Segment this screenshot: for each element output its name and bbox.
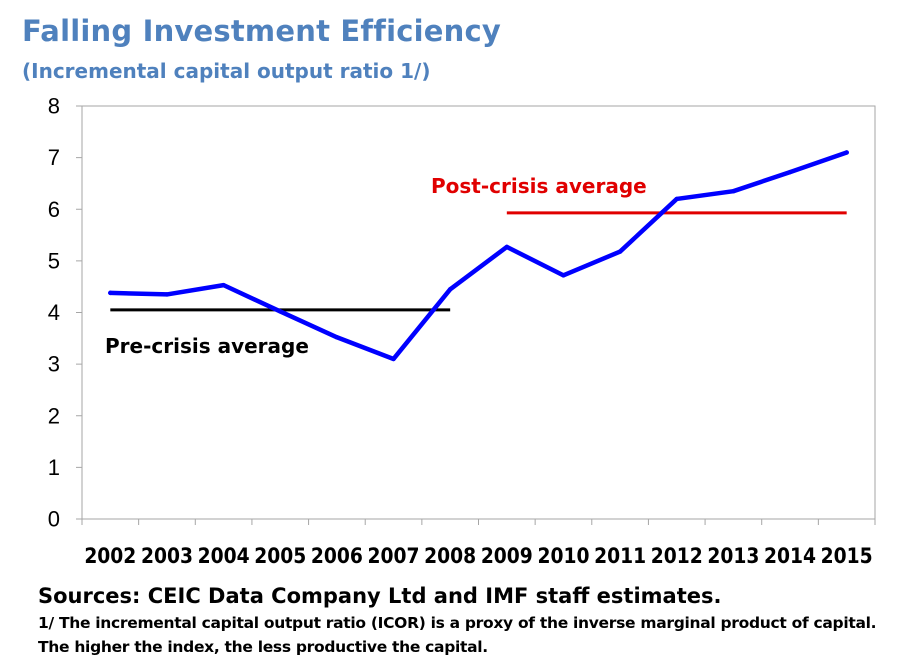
- footnote-line-2: The higher the index, the less productiv…: [38, 638, 488, 656]
- x-tick-label-2005: 2005: [254, 544, 306, 568]
- data-point-2014: [787, 169, 793, 175]
- x-tick-label-2009: 2009: [481, 544, 533, 568]
- chart-subtitle: (Incremental capital output ratio 1/): [22, 59, 431, 83]
- x-tick-label-2003: 2003: [141, 544, 193, 568]
- y-tick-label: 3: [48, 352, 60, 377]
- y-tick-label: 4: [48, 300, 60, 325]
- y-tick-label: 5: [48, 248, 60, 273]
- x-tick-label-2010: 2010: [537, 544, 589, 568]
- pre-crisis-label: Pre-crisis average: [105, 334, 309, 358]
- data-point-2012: [674, 196, 679, 202]
- footnote-line-1: 1/ The incremental capital output ratio …: [38, 614, 877, 632]
- data-point-2006: [334, 335, 340, 340]
- x-tick-label-2006: 2006: [311, 544, 363, 568]
- x-tick-label-2013: 2013: [707, 544, 759, 568]
- data-point-2004: [221, 282, 226, 288]
- data-point-2003: [164, 292, 170, 297]
- y-tick-label: 0: [48, 507, 60, 532]
- data-point-2011: [617, 249, 623, 254]
- x-tick-label-2002: 2002: [84, 544, 136, 568]
- data-point-2010: [561, 273, 566, 278]
- data-point-2005: [278, 309, 283, 314]
- data-point-2007: [391, 356, 396, 362]
- x-tick-label-2015: 2015: [821, 544, 873, 568]
- chart-title: Falling Investment Efficiency: [22, 14, 501, 48]
- y-tick-label: 2: [48, 403, 60, 428]
- plot-frame: [81, 105, 876, 520]
- x-tick-label-2014: 2014: [764, 544, 816, 568]
- x-tick-label-2007: 2007: [368, 544, 420, 568]
- data-point-2008: [447, 287, 453, 292]
- series-line-0: [108, 150, 849, 362]
- y-tick-label: 1: [48, 455, 60, 480]
- x-tick-label-2011: 2011: [594, 544, 646, 568]
- y-tick-label: 6: [48, 197, 60, 222]
- data-point-2015: [844, 150, 849, 155]
- x-tick-label-2012: 2012: [651, 544, 703, 568]
- chart-area: 0 1 2 3 4 5 6 7 8 2002 2003 2004 2005 2006 2007 2008 200…: [48, 94, 876, 568]
- y-tick-label: 7: [48, 145, 60, 170]
- data-point-2002: [108, 290, 113, 296]
- x-tick-label-2008: 2008: [424, 544, 476, 568]
- post-crisis-label: Post-crisis average: [431, 174, 647, 198]
- data-point-2009: [504, 244, 510, 250]
- y-tick-label: 8: [48, 94, 60, 119]
- source-note: Sources: CEIC Data Company Ltd and IMF s…: [38, 584, 722, 608]
- data-point-2013: [731, 188, 736, 194]
- x-tick-label-2004: 2004: [198, 544, 250, 568]
